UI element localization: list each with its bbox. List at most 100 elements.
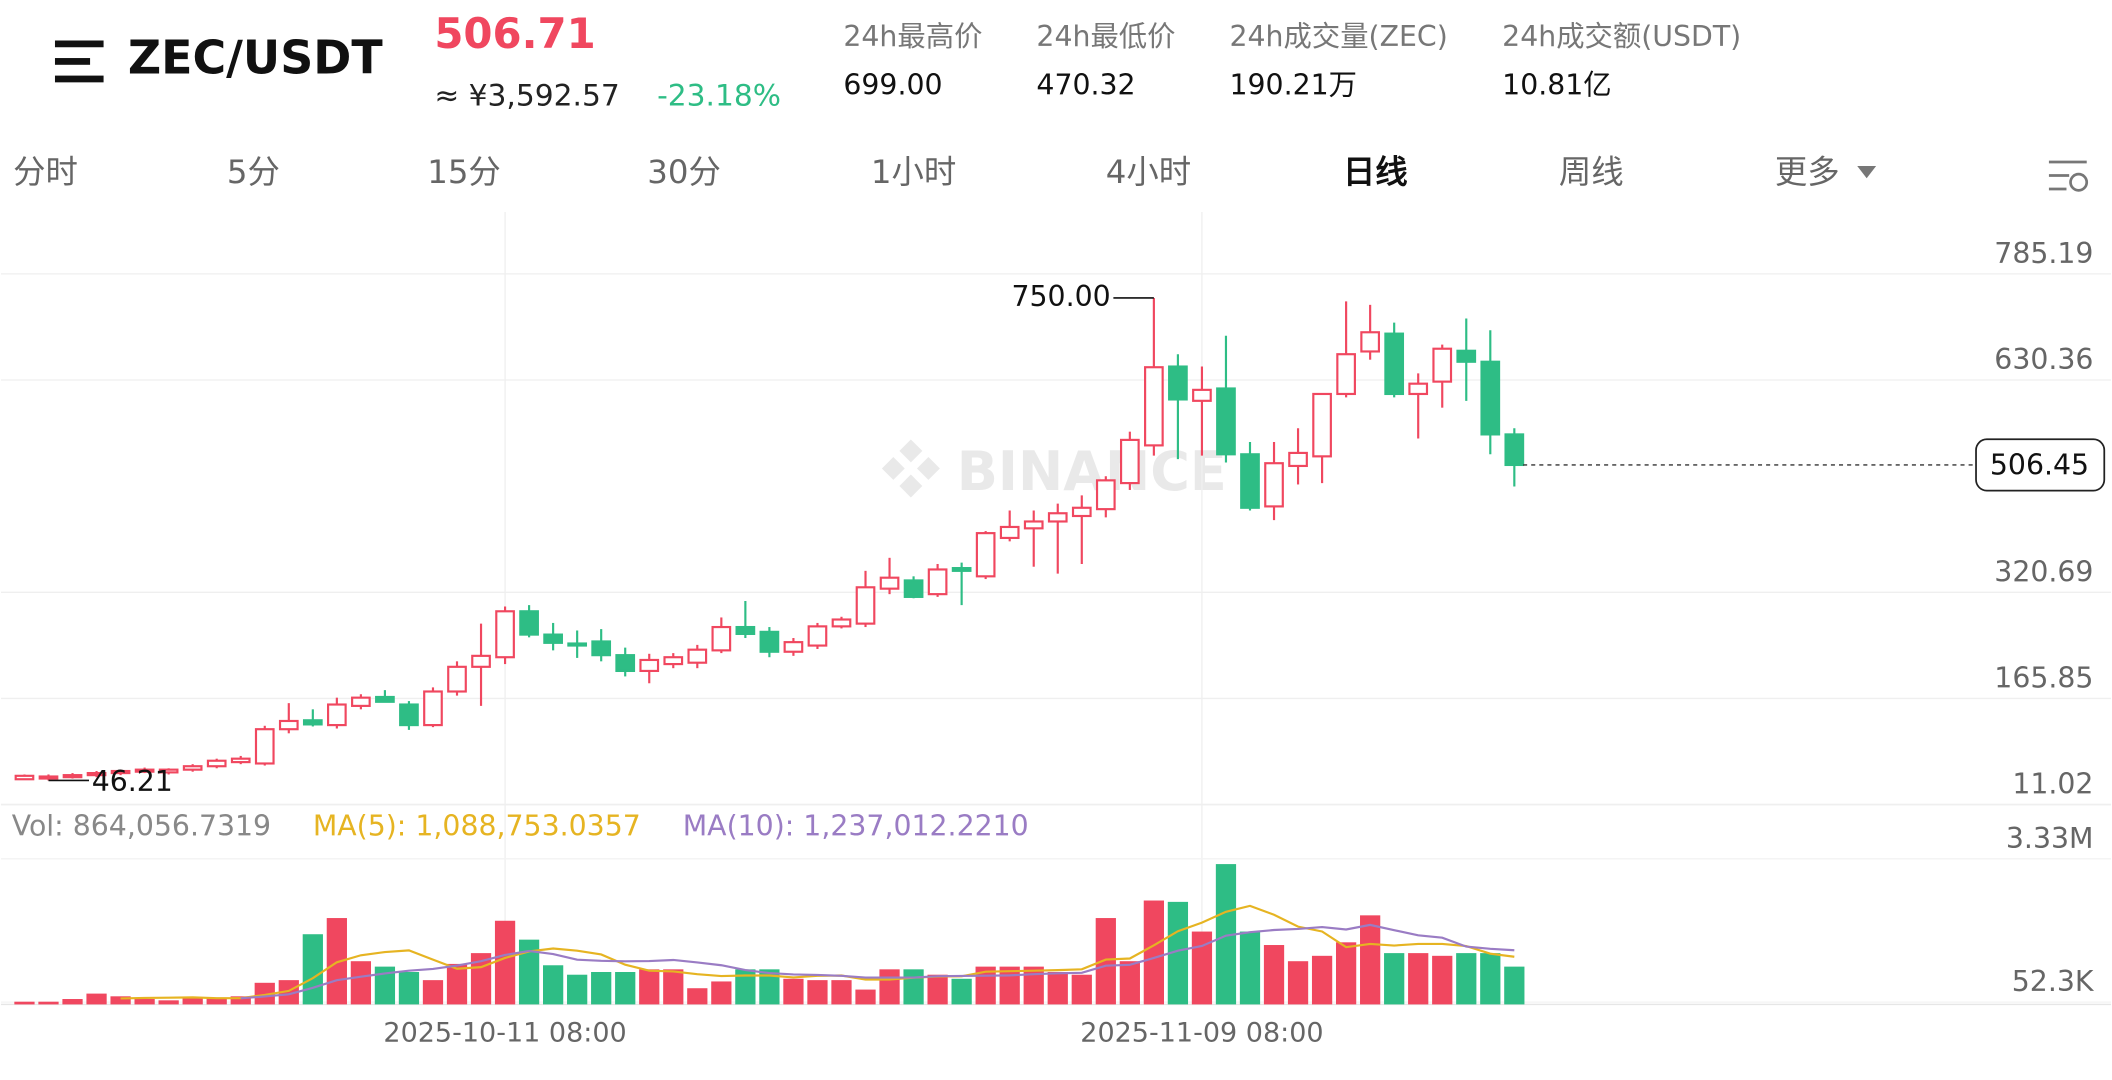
volume-bar [1095,918,1116,1005]
candle-body [1071,506,1092,518]
volume-bar [1239,931,1261,1005]
candle-body [1168,365,1188,401]
volume-bar [1504,966,1525,1005]
candle-body [1119,438,1140,485]
tab[interactable]: 1小时 [871,153,956,191]
volume-bar [1047,972,1068,1005]
candle-body [1144,366,1164,447]
candle-body [38,775,59,780]
candle-body [1336,353,1356,396]
symbol[interactable]: ZEC/USDT [128,30,383,84]
volume-bar [1215,864,1237,1005]
candle-body [110,769,131,775]
volume-bar [783,978,804,1005]
tabs: 分时 5分 15分 30分 1小时 4小时 日线 周线 更多 [13,153,1877,191]
logo-part [916,456,940,480]
candle-body [1432,347,1453,383]
candle-body [1360,331,1381,353]
candle-body [495,610,515,659]
volume-bar [1143,900,1164,1005]
tab[interactable]: 日线 [1343,153,1408,191]
x-tick-label: 2025-11-09 08:00 [1080,1018,1323,1049]
tab[interactable]: 5分 [227,153,280,191]
candle-body [278,719,299,731]
volume-bar [1191,931,1213,1005]
volume-bar [230,996,251,1005]
stat-label: 24h成交额(USDT) [1502,20,1741,53]
icon-gear [2069,172,2089,192]
price: 506.71 [434,9,595,58]
volume-bar [879,969,900,1005]
volume-bar [831,980,852,1005]
candle-body [519,610,539,636]
candle-body [759,630,780,653]
candle-body [134,768,155,773]
candle-body [831,618,852,628]
candle-body [1504,433,1525,467]
candle-body [1023,520,1044,530]
candle-body [230,757,251,764]
tab[interactable]: 30分 [647,153,721,191]
legend-entry: MA(5): 1,088,753.0357 [313,810,641,843]
candle-body [423,690,443,727]
watermark-logo [881,439,940,498]
legend-entry: MA(10): 1,237,012.2210 [683,810,1029,843]
logo-part [899,439,923,463]
stat-label: 24h最高价 [843,20,982,53]
legend-entry: Vol: 864,056.7319 [12,810,271,843]
volume-bar [735,969,756,1005]
volume-bar [1360,915,1381,1005]
stat-value: 190.21万 [1229,68,1357,101]
volume-bar [855,989,876,1005]
candle-body [399,703,419,727]
tab[interactable]: 分时 [13,153,78,191]
settings-icon[interactable] [2048,160,2089,192]
plot: 2025-10-11 08:00 2025-11-09 08:00 11.02 165… [0,211,2112,1049]
tab[interactable]: 15分 [427,153,501,191]
tab[interactable]: 周线 [1559,153,1624,191]
candle-body [999,525,1020,540]
y-tick-label: 52.3K [2012,965,2095,998]
candle-body [567,642,588,647]
volume-bar [374,966,396,1005]
candle-body [927,568,948,596]
tab[interactable]: 4小时 [1106,153,1191,191]
y-tick-label: 785.19 [1994,237,2093,270]
volume-bar [927,974,948,1005]
candle-body [1216,387,1236,456]
volume-bar [807,980,828,1005]
candle-body [182,765,203,771]
volume-bar [711,981,732,1005]
tab[interactable]: 更多 [1775,153,1840,191]
candle-body [375,695,395,703]
volume-bar [1311,955,1333,1005]
candle-body [903,579,924,598]
volume-bar [615,972,636,1005]
change: -23.18% [657,79,781,114]
volume-bar [38,1001,59,1005]
annotation-label: 750.00 [1011,280,1110,313]
volume-bar [951,978,972,1005]
menu-bar [54,58,91,65]
candle-body [351,696,371,707]
stat-label: 24h最低价 [1036,20,1175,53]
volume-bar [1335,942,1357,1005]
candle-body [62,774,83,779]
dropdown-arrow [1857,166,1877,179]
y-tick-label: 11.02 [2012,768,2093,801]
logo-part [899,474,923,498]
candle-body [302,719,323,726]
volume-bar [759,969,780,1005]
candle-body [615,654,636,673]
watermark: BINANCE [957,440,1227,503]
volume-bar [62,999,83,1005]
menu-icon[interactable] [54,40,104,83]
volume-bar [567,974,588,1005]
candle-body [807,625,828,647]
candle-body [879,576,900,590]
candle-body [1240,453,1260,509]
menu-bar [54,40,104,48]
volume-bar [1432,955,1453,1005]
volume-bar [1287,961,1309,1005]
